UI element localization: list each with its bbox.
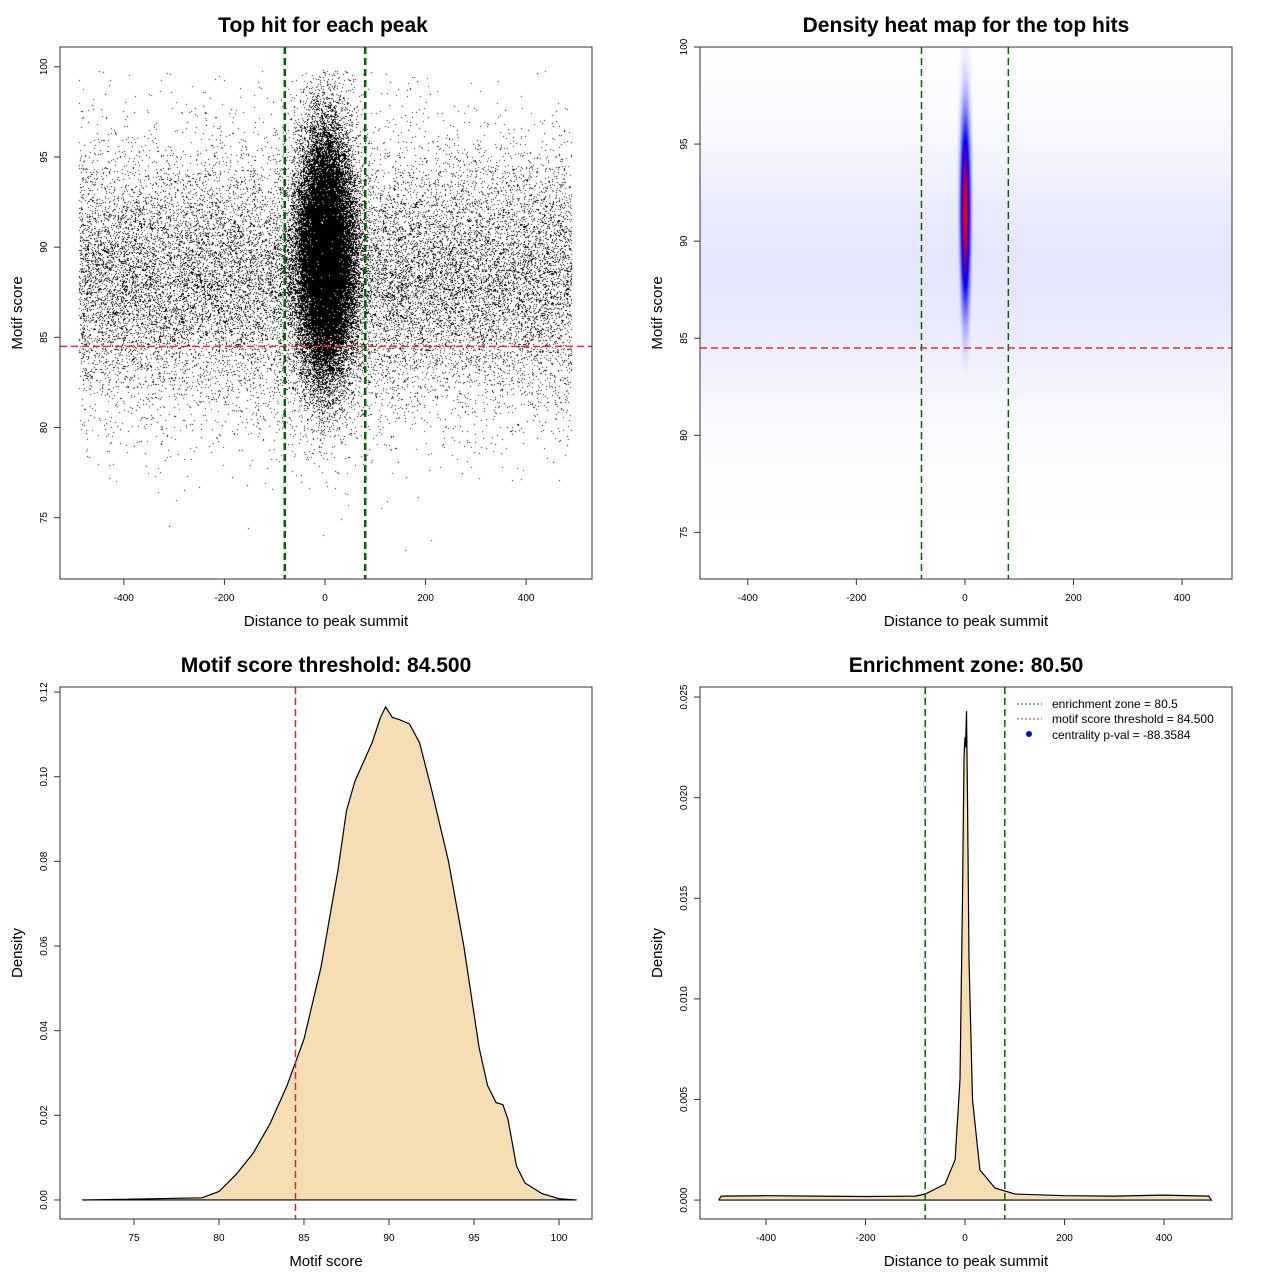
panel3-xtick-label: 95: [468, 1233, 480, 1244]
panel4-xtick-label: 0: [962, 1233, 968, 1244]
panel3-ytick-label: 0.02: [39, 1105, 50, 1125]
panel1-title: Top hit for each peak: [218, 14, 428, 37]
panel1-ytick-label: 75: [39, 512, 50, 524]
panel1-xtick-label: 400: [518, 593, 535, 604]
panel1-ytick-label: 100: [39, 58, 50, 75]
panel3-xlabel: Motif score: [289, 1253, 362, 1270]
panel3-title: Motif score threshold: 84.500: [181, 654, 472, 677]
panel2-xtick-label: 0: [962, 593, 968, 604]
panel1-ytick-label: 95: [39, 151, 50, 163]
panel4-density-curve: [718, 711, 1213, 1202]
heatmap-image: [700, 47, 1232, 579]
panel3-ytick-label: 0.04: [39, 1020, 50, 1040]
panel1-xlabel: Distance to peak summit: [244, 613, 409, 630]
panel2-xtick-label: -400: [738, 593, 758, 604]
panel3-density-curve: [81, 705, 577, 1201]
panel4-xtick-label: 400: [1156, 1233, 1173, 1244]
panel4-ytick-label: 0.000: [679, 1187, 690, 1212]
panel4-ytick-label: 0.020: [679, 785, 690, 810]
panel3-xtick-label: 100: [551, 1233, 568, 1244]
panel3-ytick-label: 0.10: [39, 767, 50, 787]
panel4-title: Enrichment zone: 80.50: [849, 654, 1084, 677]
panel1-xtick-label: 200: [417, 593, 434, 604]
legend-pval-point: [1026, 731, 1032, 737]
panel3-ytick-label: 0.00: [39, 1190, 50, 1210]
panel1-xtick-label: 0: [322, 593, 328, 604]
panel4-xlabel: Distance to peak summit: [884, 1253, 1049, 1270]
scatter-points: [60, 47, 592, 579]
legend-threshold-label: motif score threshold = 84.500: [1052, 712, 1214, 726]
panel3-ytick-label: 0.12: [39, 682, 50, 702]
panel4-ytick-label: 0.025: [679, 684, 690, 709]
panel2-frame: [699, 46, 1233, 580]
panel1-ylabel: Motif score: [9, 276, 26, 349]
panel3-ytick-label: 0.08: [39, 851, 50, 871]
legend-pval-label: centrality p-val = -88.3584: [1052, 728, 1191, 742]
panel2-xlabel: Distance to peak summit: [884, 613, 1049, 630]
panel2-ytick-label: 85: [679, 332, 690, 344]
panel1-ytick-label: 80: [39, 422, 50, 434]
panel1-ytick-label: 90: [39, 241, 50, 253]
panel2-title: Density heat map for the top hits: [803, 14, 1130, 37]
panel3-xtick-label: 75: [128, 1233, 140, 1244]
panel1-frame: [59, 46, 593, 580]
panel2-ytick-label: 75: [679, 526, 690, 538]
panel4-xtick-label: -200: [856, 1233, 876, 1244]
panel4-xtick-label: 200: [1056, 1233, 1073, 1244]
panel2-xtick-label: -200: [846, 593, 866, 604]
panel4-xtick-label: -400: [756, 1233, 776, 1244]
panel3-xtick-label: 80: [213, 1233, 225, 1244]
panel1-xtick-label: -200: [214, 593, 234, 604]
panel2-ytick-label: 80: [679, 429, 690, 441]
panel2-ylabel: Motif score: [649, 276, 666, 349]
panel2-xtick-label: 400: [1174, 593, 1191, 604]
panel2-ytick-label: 100: [679, 38, 690, 55]
legend-enrichment-label: enrichment zone = 80.5: [1052, 697, 1178, 711]
panel3-ytick-label: 0.06: [39, 936, 50, 956]
panel4-ylabel: Density: [649, 927, 666, 978]
panel3-xtick-label: 85: [298, 1233, 310, 1244]
panel4-ytick-label: 0.015: [679, 885, 690, 910]
panel2-ytick-label: 95: [679, 138, 690, 150]
panel4-ytick-label: 0.010: [679, 986, 690, 1011]
panel1-xtick-label: -400: [114, 593, 134, 604]
panel1-ytick-label: 85: [39, 331, 50, 343]
panel2-xtick-label: 200: [1065, 593, 1082, 604]
panel4-frame: [699, 686, 1233, 1220]
panel3-ylabel: Density: [9, 927, 26, 978]
panel3-xtick-label: 90: [383, 1233, 395, 1244]
panel4-ytick-label: 0.005: [679, 1087, 690, 1112]
legend: enrichment zone = 80.5 motif score thres…: [1017, 697, 1214, 742]
panel3-frame: [59, 686, 593, 1220]
panel2-ytick-label: 90: [679, 235, 690, 247]
